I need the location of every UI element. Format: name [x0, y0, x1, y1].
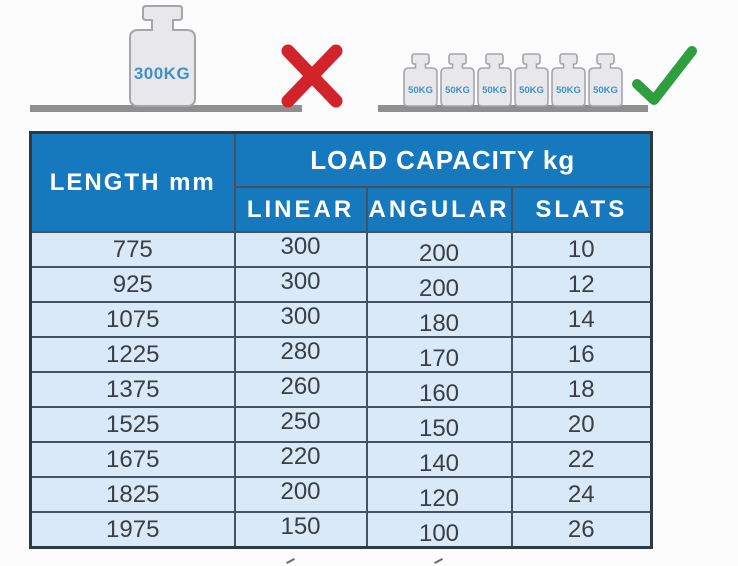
cell-angular: 140 — [365, 441, 513, 478]
cell-length: 1975 — [29, 511, 236, 549]
cell-angular: 180 — [365, 301, 513, 338]
weight-50kg-label: 50KG — [519, 85, 544, 96]
weight-300kg-label: 300KG — [134, 64, 190, 83]
cell-slats: 22 — [510, 441, 653, 478]
cell-slats: 20 — [510, 406, 653, 443]
cell-slats: 14 — [510, 301, 653, 338]
cell-length: 1375 — [29, 371, 236, 408]
cross-icon — [281, 44, 343, 108]
weight-50kg-icon — [440, 53, 475, 107]
cropped-glyph-artifact — [286, 558, 295, 564]
header-length: LENGTH mm — [29, 131, 236, 233]
weight-50kg-icon — [514, 53, 549, 107]
weight-50kg-label: 50KG — [556, 85, 581, 96]
weight-50kg-label: 50KG — [593, 85, 618, 96]
table-row: 1525 250 150 20 — [29, 406, 653, 443]
weight-50kg-label: 50KG — [445, 85, 470, 96]
weight-50kg-icon — [477, 53, 512, 107]
cell-angular: 100 — [365, 511, 513, 549]
cell-slats: 10 — [510, 231, 653, 268]
weight-50kg-icon — [403, 53, 438, 107]
cell-angular: 150 — [365, 406, 513, 443]
cell-linear: 300 — [233, 301, 368, 338]
cell-length: 775 — [29, 231, 236, 268]
check-icon — [632, 46, 697, 105]
header-load-capacity: LOAD CAPACITY kg — [233, 131, 653, 188]
header-angular: ANGULAR — [365, 186, 513, 233]
load-distribution-illustration: 300KG 50KG 50KG 50KG 50KG 50KG 50KG — [30, 5, 697, 112]
cell-slats: 12 — [510, 266, 653, 303]
floor-left — [30, 105, 302, 112]
cell-length: 925 — [29, 266, 236, 303]
weight-50kg-icon — [551, 53, 586, 107]
cell-slats: 26 — [510, 511, 653, 549]
weight-300kg-icon — [129, 5, 196, 107]
cell-length: 1225 — [29, 336, 236, 373]
cell-slats: 24 — [510, 476, 653, 513]
table-row: 775 300 200 10 — [29, 231, 653, 268]
cell-linear: 250 — [233, 406, 368, 443]
table-row: 1975 150 100 26 — [29, 511, 653, 549]
header-row-sub: LINEAR ANGULAR SLATS — [31, 186, 653, 233]
table-row: 1675 220 140 22 — [29, 441, 653, 478]
weight-50kg-icon — [588, 53, 623, 107]
table-row: 1075 300 180 14 — [29, 301, 653, 338]
cell-angular: 160 — [365, 371, 513, 408]
table-row: 1825 200 120 24 — [29, 476, 653, 513]
cropped-glyph-artifact — [434, 558, 443, 564]
cell-angular: 120 — [365, 476, 513, 513]
cell-angular: 200 — [365, 231, 513, 268]
cell-length: 1825 — [29, 476, 236, 513]
cell-linear: 220 — [233, 441, 368, 478]
table-row: 925 300 200 12 — [29, 266, 653, 303]
cell-linear: 300 — [233, 266, 368, 303]
table-row: 1225 280 170 16 — [29, 336, 653, 373]
cell-linear: 260 — [233, 371, 368, 408]
header-row-top: LENGTH mm LOAD CAPACITY kg — [29, 131, 653, 233]
cell-length: 1075 — [29, 301, 236, 338]
table-row: 1375 260 160 18 — [29, 371, 653, 408]
weight-50kg-label: 50KG — [482, 85, 507, 96]
load-capacity-table: LENGTH mm LOAD CAPACITY kg LINEAR ANGULA… — [29, 131, 654, 549]
cell-linear: 280 — [233, 336, 368, 373]
cell-angular: 200 — [365, 266, 513, 303]
cell-linear: 200 — [233, 476, 368, 513]
cell-length: 1675 — [29, 441, 236, 478]
header-slats: SLATS — [510, 186, 653, 233]
floor-right — [378, 105, 648, 112]
cell-length: 1525 — [29, 406, 236, 443]
weight-50kg-label: 50KG — [408, 85, 433, 96]
cell-angular: 170 — [365, 336, 513, 373]
header-linear: LINEAR — [233, 186, 368, 233]
cell-slats: 18 — [510, 371, 653, 408]
cell-linear: 300 — [233, 231, 368, 268]
cell-linear: 150 — [233, 511, 368, 549]
cell-slats: 16 — [510, 336, 653, 373]
